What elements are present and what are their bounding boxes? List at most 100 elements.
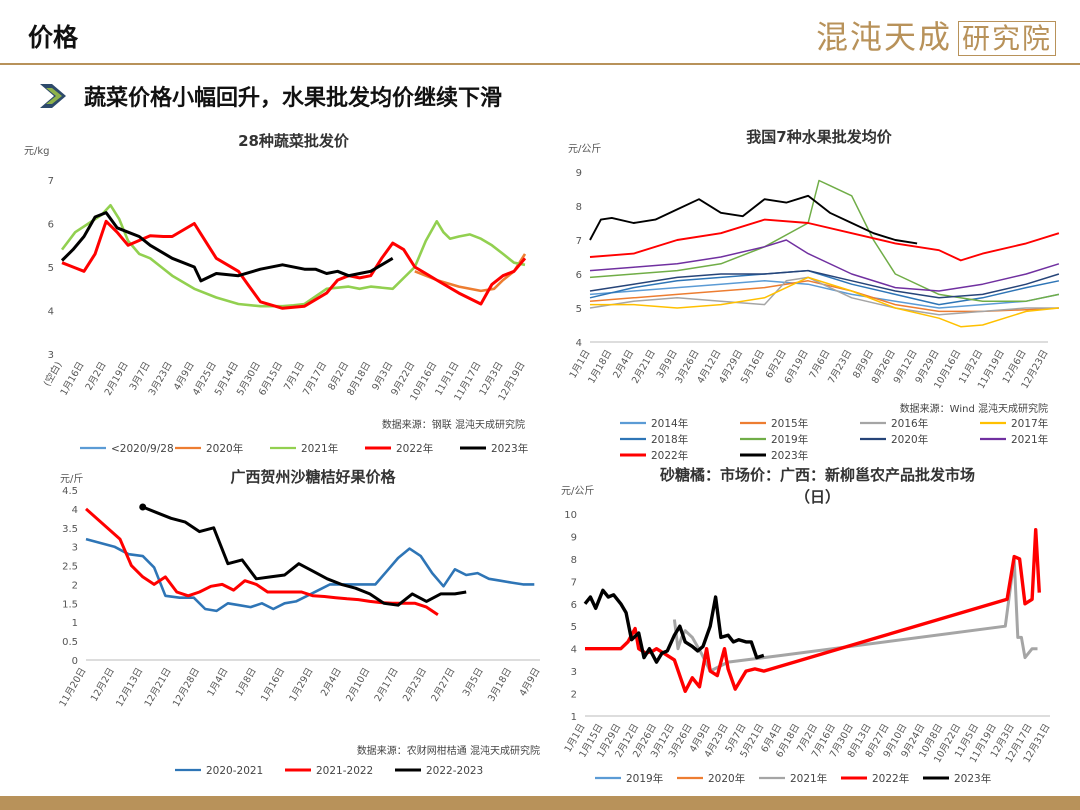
series-line [589,218,1060,262]
chart-title: 我国7种水果批发均价 [746,128,892,146]
y-tick-label: 2.5 [62,562,78,573]
y-tick-label: 0 [72,656,78,667]
x-tick-label: 1月4日 [205,666,230,698]
y-tick-label: 5 [571,622,577,633]
legend-label: 2016年 [891,417,928,430]
series-line [672,557,1038,673]
series-line [589,280,1060,309]
y-tick-label: 4 [571,645,577,656]
x-tick-label: 12月28日 [171,666,202,709]
series-line [589,269,1060,299]
legend-label: 2015年 [771,417,808,430]
y-tick-label: 2 [72,580,78,591]
y-axis-label: 元/公斤 [568,143,601,155]
x-tick-label: (空白) [41,360,65,389]
x-tick-label: 2月17日 [373,666,401,704]
subheading: 蔬菜价格小幅回升，水果批发均价继续下滑 [84,85,503,111]
source-note: 数据来源：农财网柑桔通 混沌天成研究院 [357,744,540,757]
chart-subtitle: （日） [795,488,840,506]
y-tick-label: 9 [571,532,577,543]
y-tick-label: 3 [48,350,54,361]
x-tick-label: 12月2日 [89,666,117,704]
chart-fruit-price: 我国7种水果批发均价 元/公斤 4 5 6 7 8 9 1月1日 1月18日 2月4日 2月21日 3月… [550,122,1070,462]
legend-label: 2020年 [891,433,928,446]
series-line [583,588,765,664]
legend-label: <2020/9/28 [111,443,174,455]
chart-sugar-orange-market: 砂糖橘：市场价：广西：新柳邕农产品批发市场 （日） 元/公斤 1 2 3 4 5 6 7 8 9 10 1… [555,462,1070,792]
y-tick-label: 4 [576,338,582,349]
legend-label: 2018年 [651,433,688,446]
title-bar: 价格 混沌天成 研究院 [0,0,1080,66]
legend-label: 2021年 [301,442,338,455]
series-start-marker [139,503,147,511]
y-tick-label: 4.5 [62,486,78,497]
chart-svg: 我国7种水果批发均价元/公斤4567891月1日1月18日2月4日2月21日3月… [568,128,1060,462]
chart-title: 28种蔬菜批发价 [238,132,350,150]
legend-label: 2019年 [771,433,808,446]
legend-label: 2020-2021 [206,765,263,777]
x-tick-label: 4月9日 [518,666,543,698]
y-axis-label: 元/kg [24,146,50,157]
logo-box-text: 研究院 [957,21,1056,56]
chart-title: 广西贺州沙糖桔好果价格 [230,468,396,486]
legend-label: 2022-2023 [426,765,483,777]
y-tick-label: 7 [571,577,577,588]
x-tick-label: 2月10日 [344,666,372,704]
x-tick-label: 3月18日 [486,666,514,704]
legend-label: 2022年 [396,442,433,455]
x-tick-label: 1月29日 [288,666,316,704]
series-line [85,507,439,616]
chart-svg: 砂糖橘：市场价：广西：新柳邕农产品批发市场（日）元/公斤123456789101… [561,466,1053,785]
y-tick-label: 1 [72,618,78,629]
header-rule [0,63,1080,65]
legend-label: 2019年 [626,772,663,785]
chart-vegetable-price: 28种蔬菜批发价 元/kg 3 4 5 6 7 (空白) 1月16日 2月2日 2月19日 3月7日 3… [20,122,540,462]
legend-label: 2023年 [771,449,808,462]
x-tick-label: 2月27日 [429,666,457,704]
y-tick-label: 6 [576,270,582,281]
y-tick-label: 3 [72,543,78,554]
y-tick-label: 0.5 [62,637,78,648]
y-tick-label: 7 [576,236,582,247]
y-tick-label: 8 [571,555,577,566]
chart-title: 砂糖橘：市场价：广西：新柳邕农产品批发市场 [660,466,975,484]
y-tick-label: 1.5 [62,599,78,610]
chevron-right-icon [40,84,66,108]
x-tick-label: 2月4日 [319,666,344,698]
legend-label: 2020年 [708,772,745,785]
legend-label: 2014年 [651,417,688,430]
y-tick-label: 2 [571,690,577,701]
y-tick-label: 10 [564,510,577,521]
x-tick-label: 1月8日 [234,666,259,698]
y-tick-label: 6 [48,220,54,231]
bottom-bar [0,796,1080,810]
legend-label: 2020年 [206,442,243,455]
series-line [585,527,1041,694]
y-tick-label: 3.5 [62,524,78,535]
legend-label: 2022年 [651,449,688,462]
y-tick-label: 3 [571,667,577,678]
y-tick-label: 5 [576,304,582,315]
source-note: 数据来源：钢联 混沌天成研究院 [382,418,525,431]
legend-label: 2023年 [491,442,528,455]
x-tick-label: 3月5日 [461,666,486,698]
legend-label: 2023年 [954,772,991,785]
y-tick-label: 1 [571,712,577,723]
legend-label: 2021年 [1011,433,1048,446]
y-tick-label: 6 [571,600,577,611]
chart-sugar-orange-hezhou: 广西贺州沙糖桔好果价格 元/斤 0 0.5 1 1.5 2 2.5 3 3.5 4 4.5 11月20日… [20,462,550,792]
x-tick-label: 1月16日 [259,666,287,704]
x-tick-label: 2月23日 [401,666,429,704]
chart-svg: 28种蔬菜批发价元/kg34567(空白)1月16日2月2日2月19日3月7日3… [24,132,528,455]
source-note: 数据来源：Wind 混沌天成研究院 [900,402,1048,415]
brand-logo: 混沌天成 研究院 [816,12,1056,58]
series-line [589,269,1060,306]
series-line [60,203,526,308]
series-line [60,211,394,283]
y-axis-label: 元/斤 [60,473,83,485]
y-tick-label: 4 [72,505,78,516]
series-line [589,179,1060,302]
legend-label: 2017年 [1011,417,1048,430]
y-axis-label: 元/公斤 [561,485,594,497]
y-tick-label: 9 [576,168,582,179]
